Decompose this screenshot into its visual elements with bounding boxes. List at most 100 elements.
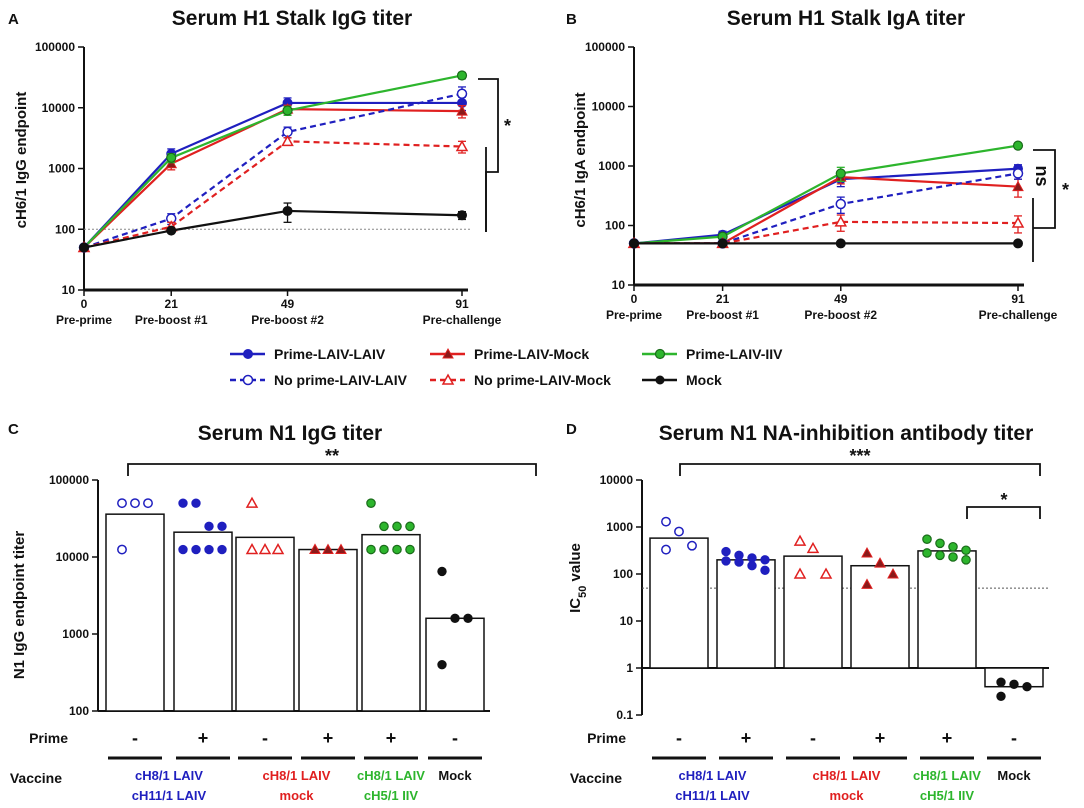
data-point — [721, 556, 731, 566]
data-point — [922, 548, 932, 558]
series-line — [83, 92, 463, 249]
bar — [917, 550, 977, 669]
legend-label: Mock — [686, 372, 722, 388]
data-point — [935, 538, 945, 549]
x-tick-label: 21 — [165, 297, 179, 311]
bar-group-4: + — [850, 546, 910, 760]
sig-c-stars: ** — [325, 446, 339, 466]
data-point — [143, 498, 153, 509]
vaccine-line2: cH11/1 LAIV — [675, 788, 750, 803]
data-point — [935, 550, 945, 561]
prime-mark: - — [262, 728, 268, 748]
bar — [235, 536, 295, 712]
y-tick-label: 100 — [69, 704, 89, 718]
bar-chart-d: 0.1 1 10 100 1000 10000 - + - + + - cH8/1 LAIV cH11/1… — [600, 473, 1049, 803]
data-point — [392, 521, 402, 532]
x-tick-label: 21 — [716, 292, 730, 306]
bar-group-6: - — [984, 667, 1044, 760]
legend-item-prime-laiv-laiv: Prime-LAIV-LAIV — [230, 346, 386, 362]
x-tick-label: 0 — [631, 292, 638, 306]
data-point — [366, 498, 376, 508]
data-point — [861, 546, 873, 558]
sig-d-stars: *** — [849, 446, 870, 466]
legend-marker-circle — [655, 375, 665, 385]
data-point — [191, 544, 201, 555]
data-point — [760, 555, 770, 565]
data-point — [258, 542, 272, 555]
sig-bracket — [1033, 149, 1056, 229]
x-tick-label: 0 — [81, 297, 88, 311]
data-point — [379, 521, 389, 532]
y-label-b: cH6/1 IgA endpoint — [572, 92, 589, 227]
data-point — [661, 544, 671, 555]
data-point — [455, 139, 469, 152]
data-point — [1009, 679, 1019, 689]
data-point — [760, 565, 770, 575]
y-tick-label: 10 — [612, 278, 626, 292]
y-tick-label: 10000 — [56, 550, 90, 564]
data-point — [281, 134, 294, 147]
sig-a-star: * — [504, 116, 511, 136]
vaccine-group-3: cH8/1 LAIV cH5/1 IIV — [357, 768, 425, 803]
timepoint-label: Pre-boost #1 — [686, 308, 759, 322]
bar — [361, 533, 421, 712]
data-point — [309, 543, 321, 555]
series-line — [633, 144, 1019, 245]
y-label-d-suffix: value — [567, 543, 584, 586]
data-point — [282, 105, 293, 116]
series-prime-laiv-iiv — [78, 70, 468, 253]
data-point — [887, 567, 899, 579]
y-tick-label: 1000 — [598, 159, 625, 173]
series-line — [83, 140, 463, 249]
prime-mark: + — [741, 728, 752, 748]
data-point — [217, 521, 227, 532]
series-line — [634, 220, 1019, 245]
legend-item-prime-laiv-mock: Prime-LAIV-Mock — [430, 346, 589, 362]
legend-item-prime-laiv-iiv: Prime-LAIV-IIV — [642, 346, 783, 362]
prime-label-d: Prime — [587, 730, 626, 746]
sig-b-ns: ns — [1032, 165, 1052, 186]
line-chart-b: 10 100 1000 10000 100000 0 Pre-prime 21 Pre-boos… — [585, 40, 1058, 322]
prime-mark: + — [323, 728, 334, 748]
series-line — [633, 167, 1019, 245]
y-tick-label: 100 — [613, 567, 633, 581]
vaccine-line1: cH8/1 LAIV — [679, 768, 747, 783]
y-tick-label: 10000 — [600, 473, 634, 487]
data-point — [282, 205, 293, 216]
data-point — [996, 677, 1006, 687]
legend-label: Prime-LAIV-Mock — [474, 346, 589, 362]
bar — [105, 513, 165, 712]
sig-bracket — [478, 78, 499, 232]
data-point — [687, 540, 697, 551]
sig-bracket — [679, 463, 1041, 476]
title-c: Serum N1 IgG titer — [198, 422, 382, 445]
legend-marker-triangle — [442, 347, 454, 359]
data-point — [835, 168, 846, 179]
data-point — [835, 198, 847, 210]
timepoint-label: Pre-challenge — [423, 313, 502, 327]
bar-group-1: - — [649, 516, 709, 760]
bar — [850, 564, 910, 669]
bar — [716, 559, 776, 669]
sig-bracket — [127, 463, 537, 476]
data-point — [191, 498, 201, 508]
legend-label: No prime-LAIV-LAIV — [274, 372, 408, 388]
timepoint-label: Pre-prime — [56, 313, 112, 327]
data-point — [747, 561, 757, 571]
vaccine-group-1: cH8/1 LAIV cH11/1 LAIV — [675, 768, 750, 803]
data-point — [1013, 238, 1023, 249]
data-point — [245, 496, 259, 508]
data-point — [834, 215, 848, 227]
data-point — [456, 105, 468, 116]
y-tick-label: 10 — [62, 283, 76, 297]
data-point — [1012, 168, 1024, 179]
vaccine-group-2: cH8/1 LAIV mock — [263, 768, 331, 803]
y-tick-label: 1000 — [48, 162, 75, 176]
series-mock — [79, 202, 467, 253]
bar-group-2: + — [173, 498, 233, 760]
bar-chart-c: 100 1000 10000 100000 - + - + + - cH8/1 LAIV cH11/1… — [49, 473, 490, 803]
data-point — [117, 544, 127, 555]
vaccine-group-3: cH8/1 LAIV cH5/1 IIV — [913, 768, 981, 803]
prime-mark: - — [1011, 728, 1017, 748]
